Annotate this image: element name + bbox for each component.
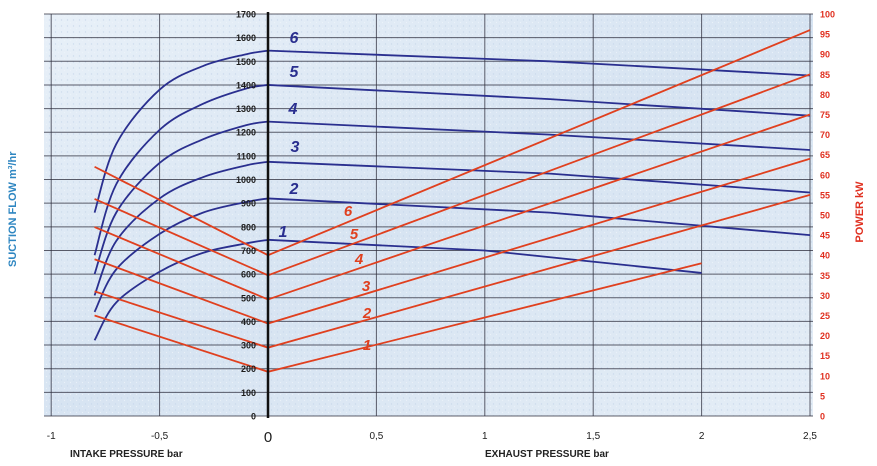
x-tick-label: 1,5 xyxy=(586,431,600,442)
y-tick-label: 100 xyxy=(241,388,256,398)
power-series-labels: 1 2 3 4 5 6 xyxy=(344,203,372,354)
power-series-label: 5 xyxy=(350,226,359,243)
y-tick-label: 1400 xyxy=(236,80,256,90)
x-axis-label-intake: INTAKE PRESSURE bar xyxy=(70,449,183,460)
y2-tick-label: 45 xyxy=(820,231,830,241)
y2-tick-label: 85 xyxy=(820,70,830,80)
x-tick-label: 2,5 xyxy=(803,431,817,442)
y2-tick-label: 55 xyxy=(820,190,830,200)
y2-tick-label: 80 xyxy=(820,90,830,100)
y-tick-label: 1600 xyxy=(236,33,256,43)
flow-line-exhaust xyxy=(267,84,811,117)
y2-tick-label: 60 xyxy=(820,170,830,180)
y2-tick-label: 5 xyxy=(820,391,825,401)
power-series-label: 1 xyxy=(363,337,371,354)
x-tick-label: 0 xyxy=(264,429,272,446)
x-axis-ticks: -1 -0,5 0 0,5 1 1,5 2 2,5 xyxy=(47,429,818,446)
y-tick-label: 500 xyxy=(241,293,256,303)
flow-line-intake xyxy=(93,238,269,341)
power-series-label: 3 xyxy=(362,278,371,295)
flow-line-intake xyxy=(93,84,269,256)
y-tick-label: 200 xyxy=(241,364,256,374)
flow-series-label: 2 xyxy=(289,181,299,198)
flow-line-intake xyxy=(93,120,269,275)
y2-tick-label: 40 xyxy=(820,251,830,261)
y2-tick-label: 75 xyxy=(820,110,830,120)
flow-line-exhaust xyxy=(267,238,702,274)
x-tick-label: -0,5 xyxy=(151,431,169,442)
y2-tick-label: 90 xyxy=(820,50,830,60)
x-tick-label: -1 xyxy=(47,431,56,442)
y2-tick-label: 20 xyxy=(820,331,830,341)
y-tick-label: 900 xyxy=(241,199,256,209)
y2-tick-label: 35 xyxy=(820,271,830,281)
right-axis-ticks: 0 5 10 15 20 25 30 35 40 45 50 55 60 65 70 75 80 85 90 95 10… xyxy=(820,10,835,422)
flow-line-exhaust xyxy=(267,160,811,194)
y-tick-label: 0 xyxy=(251,412,256,422)
y2-tick-label: 65 xyxy=(820,150,830,160)
flow-line-intake xyxy=(93,160,269,296)
y-tick-label: 1300 xyxy=(236,104,256,114)
flow-series-label: 5 xyxy=(290,64,300,81)
y-tick-label: 600 xyxy=(241,270,256,280)
y-tick-label: 700 xyxy=(241,246,256,256)
flow-series-label: 4 xyxy=(288,101,298,118)
flow-line-exhaust xyxy=(267,49,811,77)
y2-tick-label: 70 xyxy=(820,130,830,140)
flow-series-label: 6 xyxy=(290,30,299,47)
y2-tick-label: 50 xyxy=(820,211,830,221)
y2-tick-label: 15 xyxy=(820,351,830,361)
y2-tick-label: 95 xyxy=(820,30,830,40)
y-tick-label: 400 xyxy=(241,317,256,327)
y2-tick-label: 30 xyxy=(820,291,830,301)
left-axis-ticks: 0 100 200 300 400 500 600 700 800 900 1000 1100 1200… xyxy=(236,10,256,422)
y-tick-label: 1100 xyxy=(236,151,256,161)
y-tick-label: 1700 xyxy=(236,10,256,20)
y2-axis-label: POWER kW xyxy=(854,181,866,243)
x-tick-label: 0,5 xyxy=(369,431,383,442)
y-tick-label: 1200 xyxy=(236,128,256,138)
y-tick-label: 800 xyxy=(241,222,256,232)
flow-series-label: 3 xyxy=(291,139,300,156)
flow-line-exhaust xyxy=(267,197,811,236)
flow-series-label: 1 xyxy=(279,224,288,241)
y-tick-label: 300 xyxy=(241,341,256,351)
y2-tick-label: 0 xyxy=(820,412,825,422)
power-series-label: 2 xyxy=(362,305,372,322)
y-axis-label: SUCTION FLOW m³/hr xyxy=(7,151,19,268)
y2-tick-label: 25 xyxy=(820,311,830,321)
flow-series-labels: 1 2 3 4 5 6 xyxy=(279,30,300,241)
power-series-label: 6 xyxy=(344,203,353,220)
y2-tick-label: 100 xyxy=(820,10,835,20)
x-axis-label-exhaust: EXHAUST PRESSURE bar xyxy=(485,449,609,460)
y-tick-label: 1500 xyxy=(236,57,256,67)
x-tick-label: 2 xyxy=(699,431,705,442)
flow-line-intake xyxy=(93,197,269,313)
y-tick-label: 1000 xyxy=(236,175,256,185)
power-series-label: 4 xyxy=(354,251,364,268)
x-tick-label: 1 xyxy=(482,431,488,442)
y2-tick-label: 10 xyxy=(820,371,830,381)
flow-line-intake xyxy=(93,49,269,213)
